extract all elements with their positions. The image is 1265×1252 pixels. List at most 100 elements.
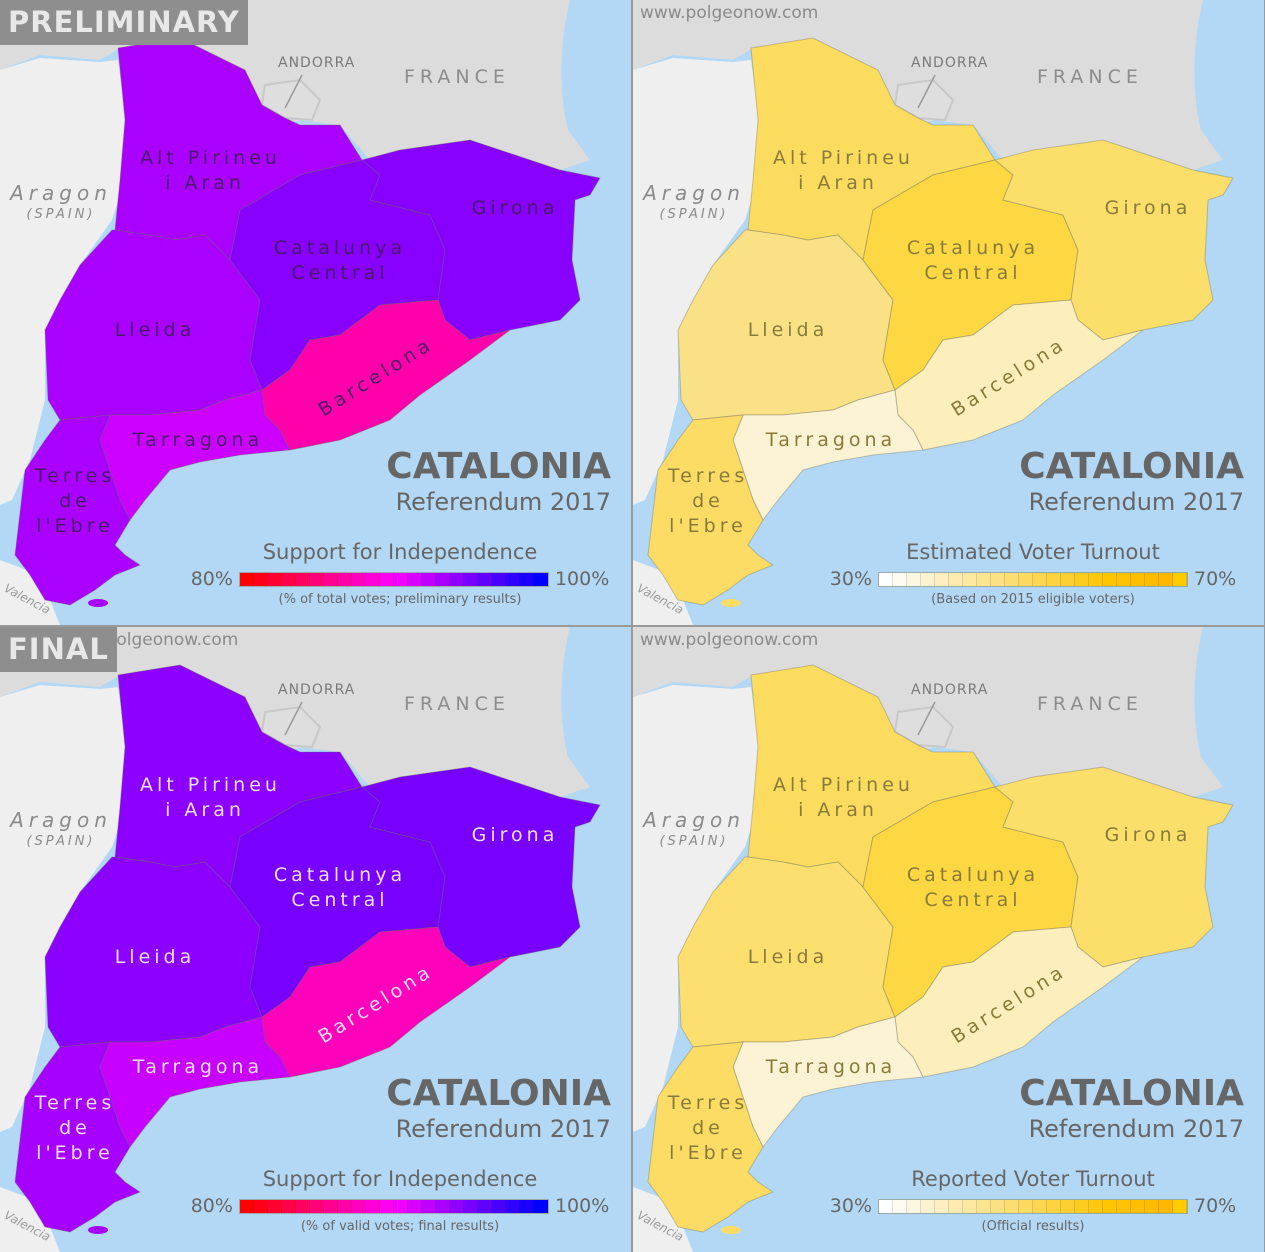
legend-swatch	[963, 1199, 977, 1213]
legend-swatch	[1117, 1199, 1131, 1213]
legend-title: Support for Independence	[262, 540, 538, 564]
legend-swatch	[407, 572, 422, 586]
region-label-terres-ebre: Terres de l'Ebre	[34, 465, 116, 537]
legend-swatch	[977, 1199, 991, 1213]
legend-swatch	[879, 572, 893, 586]
legend-swatch	[935, 572, 949, 586]
legend-swatch	[519, 1199, 534, 1213]
region-label-catalunya-central: Catalunya Central	[273, 237, 407, 284]
legend-swatch	[1075, 1199, 1089, 1213]
region-girona	[993, 766, 1234, 968]
legend-swatch	[449, 572, 464, 586]
legend-swatch	[337, 572, 352, 586]
region-label-girona: Girona	[1104, 824, 1192, 846]
legend-swatch	[1019, 572, 1033, 586]
legend-swatch	[1117, 572, 1131, 586]
legend-swatch	[519, 572, 534, 586]
legend: Support for Independence 80% 100% (% of …	[185, 538, 615, 607]
legend-subtitle: (% of total votes; preliminary results)	[278, 592, 522, 607]
legend-swatch	[239, 1199, 254, 1213]
legend-swatch	[1173, 1199, 1187, 1213]
legend-swatch	[295, 1199, 310, 1213]
region-label-catalunya-central: Catalunya Central	[273, 864, 407, 911]
region-terres-ebre	[647, 1041, 775, 1233]
legend-color-scale	[878, 1198, 1188, 1214]
region-label-lleida: Lleida	[114, 319, 196, 341]
region-label-tarragona: Tarragona	[132, 1056, 264, 1078]
region-label-catalunya-central: Catalunya Central	[906, 864, 1040, 911]
title-catalonia: CATALONIA	[1019, 1073, 1244, 1114]
title-referendum: Referendum 2017	[1028, 488, 1244, 516]
legend-swatch	[393, 572, 408, 586]
valencia-land	[0, 560, 60, 625]
aragon-label: Aragon (SPAIN)	[8, 182, 114, 226]
map-panel-reported-turnout: www.polgeonow.com ANDORRA FRANCE Aragon …	[633, 627, 1264, 1252]
legend-swatch	[1089, 1199, 1103, 1213]
region-label-alt-pirineu: Alt Pirineu i Aran	[773, 774, 914, 821]
legend-color-scale	[878, 571, 1188, 587]
legend-swatch	[1173, 572, 1187, 586]
legend-swatch	[505, 572, 520, 586]
legend-swatch	[463, 572, 478, 586]
aragon-name: Aragon	[10, 181, 112, 205]
region-label-alt-pirineu: Alt Pirineu i Aran	[773, 147, 914, 194]
legend-high: 70%	[1194, 568, 1237, 590]
legend-swatch	[907, 572, 921, 586]
legend-swatch	[337, 1199, 352, 1213]
legend-swatch	[977, 572, 991, 586]
region-label-tarragona: Tarragona	[132, 429, 264, 451]
legend-color-scale	[238, 571, 549, 587]
legend-swatch	[351, 572, 366, 586]
legend: Reported Voter Turnout 30% 70% (Official…	[818, 1165, 1248, 1234]
region-label-lleida: Lleida	[747, 319, 829, 341]
legend-swatch	[393, 1199, 408, 1213]
aragon-label: Aragon (SPAIN)	[8, 809, 114, 853]
region-label-alt-pirineu: Alt Pirineu i Aran	[140, 147, 281, 194]
legend-swatch	[893, 572, 907, 586]
spain-label: (SPAIN)	[659, 834, 729, 849]
legend-swatch	[1005, 1199, 1019, 1213]
legend-swatch	[267, 1199, 282, 1213]
france-label: FRANCE	[1037, 693, 1143, 715]
legend-swatch	[1159, 572, 1173, 586]
legend: Support for Independence 80% 100% (% of …	[185, 1165, 615, 1234]
region-label-terres-ebre: Terres de l'Ebre	[34, 1092, 116, 1164]
legend-swatch	[477, 1199, 492, 1213]
legend-swatch	[963, 572, 977, 586]
france-label: FRANCE	[404, 66, 510, 88]
watermark: www.polgeonow.com	[640, 630, 819, 650]
legend-swatch	[533, 1199, 548, 1213]
legend-swatch	[1131, 1199, 1145, 1213]
legend-swatch	[893, 1199, 907, 1213]
legend-low: 80%	[190, 1195, 233, 1217]
legend-title: Estimated Voter Turnout	[906, 540, 1160, 564]
region-label-tarragona: Tarragona	[765, 429, 897, 451]
legend-swatch	[949, 1199, 963, 1213]
region-terres-ebre	[14, 1041, 142, 1233]
legend-swatch	[407, 1199, 422, 1213]
legend-swatch	[1033, 572, 1047, 586]
spain-label: (SPAIN)	[26, 207, 96, 222]
andorra-label: ANDORRA	[911, 55, 989, 71]
watermark: www.polgeonow.com	[640, 3, 819, 23]
legend-swatch	[323, 1199, 338, 1213]
legend-swatch	[1033, 1199, 1047, 1213]
france-label: FRANCE	[1037, 66, 1143, 88]
map-svg	[633, 627, 1234, 1252]
legend-swatch	[491, 1199, 506, 1213]
valencia-land	[633, 560, 693, 625]
legend-swatch	[1061, 572, 1075, 586]
legend-swatch	[505, 1199, 520, 1213]
legend-subtitle: (% of valid votes; final results)	[300, 1219, 500, 1234]
legend-swatch	[379, 572, 394, 586]
legend-swatch	[1075, 572, 1089, 586]
region-barcelona	[894, 299, 1144, 451]
region-label-alt-pirineu: Alt Pirineu i Aran	[140, 774, 281, 821]
map-panel-preliminary-independence: PRELIMINARY ANDORRA FRANCE Aragon (SPAIN…	[0, 0, 631, 625]
legend: Estimated Voter Turnout 30% 70% (Based o…	[818, 538, 1248, 607]
andorra-label: ANDORRA	[278, 55, 356, 71]
legend-swatch	[879, 1199, 893, 1213]
legend-swatch	[1103, 572, 1117, 586]
map-panel-estimated-turnout: www.polgeonow.com ANDORRA FRANCE Aragon …	[633, 0, 1264, 625]
legend-color-scale	[238, 1198, 549, 1214]
